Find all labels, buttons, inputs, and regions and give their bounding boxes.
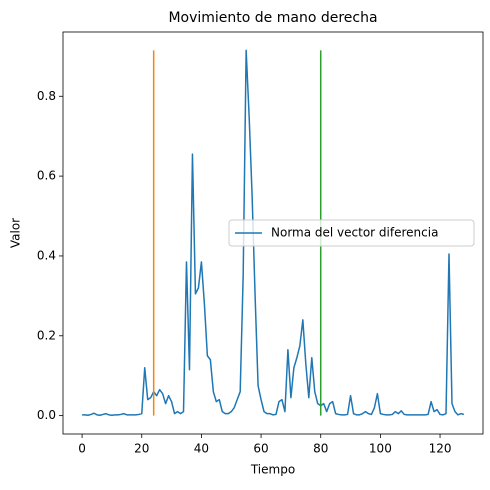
x-tick-label: 20 [134,442,149,456]
y-tick-label: 0.0 [37,408,56,422]
chart-title: Movimiento de mano derecha [168,10,377,26]
x-tick-label: 60 [253,442,268,456]
legend-box [228,219,475,247]
plot-frame [62,31,484,435]
x-tick-label: 40 [194,442,209,456]
x-tick-label: 120 [429,442,452,456]
legend-label: Norma del vector diferencia [271,226,438,240]
y-tick-label: 0.2 [37,328,56,342]
x-tick-label: 100 [369,442,392,456]
x-axis-label: Tiempo [250,463,295,477]
x-tick-label: 0 [78,442,86,456]
data-line [82,49,465,416]
y-axis-label: Valor [9,218,23,248]
y-tick-label: 0.6 [37,169,56,183]
x-tick-label: 80 [313,442,328,456]
y-tick-label: 0.4 [37,248,56,262]
y-tick-label: 0.8 [37,89,56,103]
